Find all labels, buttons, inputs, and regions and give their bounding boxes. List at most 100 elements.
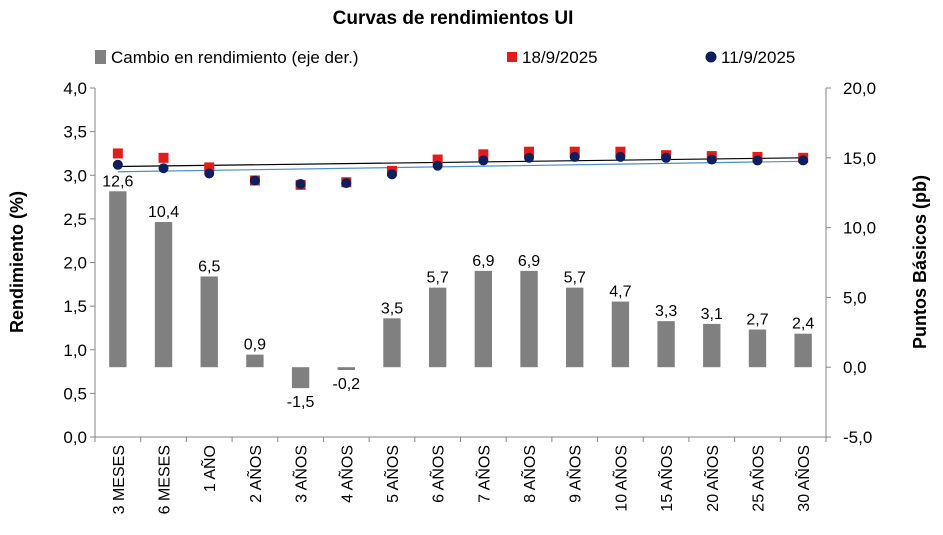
- marker-1-2: [158, 152, 169, 163]
- trend-lines: [117, 157, 804, 173]
- category-label: 2 AÑOS: [245, 445, 265, 503]
- bar-data-label: 4,7: [609, 284, 631, 301]
- category-label: 6 AÑOS: [428, 445, 448, 503]
- right-tick-label: 15,0: [843, 149, 876, 168]
- legend-series-1-label: 18/9/2025: [522, 48, 598, 67]
- bar-11: [566, 287, 584, 368]
- trend-line-1: [117, 157, 804, 168]
- trend-line-2: [117, 160, 804, 173]
- left-tick-label: 0,5: [63, 384, 87, 403]
- left-tick-label: 1,5: [63, 297, 87, 316]
- bar-series: [109, 191, 812, 389]
- marker-2-10: [524, 152, 535, 163]
- right-tick-label: 10,0: [843, 219, 876, 238]
- marker-2-9: [478, 155, 489, 166]
- category-label: 8 AÑOS: [519, 445, 539, 503]
- marker-1-11: [569, 146, 580, 157]
- bar-data-label: 3,3: [655, 303, 677, 320]
- right-tick-label: -5,0: [843, 428, 872, 447]
- bar-data-label: 2,7: [746, 312, 768, 329]
- bar-data-label: 6,9: [472, 253, 494, 270]
- category-label: 4 AÑOS: [336, 445, 356, 503]
- right-tick-label: 20,0: [843, 79, 876, 98]
- marker-2-1: [112, 159, 123, 170]
- marker-2-4: [249, 175, 260, 186]
- legend-square-marker: [507, 52, 517, 62]
- left-tick-label: 0,0: [63, 428, 87, 447]
- category-label: 6 MESES: [157, 445, 174, 514]
- marker-2-12: [615, 151, 626, 162]
- marker-2-15: [752, 155, 763, 166]
- bar-data-label: 6,9: [518, 253, 540, 270]
- category-label: 20 AÑOS: [702, 445, 722, 512]
- marker-2-5: [295, 178, 306, 189]
- marker-2-7: [386, 169, 397, 180]
- left-tick-label: 3,5: [63, 123, 87, 142]
- bar-data-label: 2,4: [792, 316, 814, 333]
- bar-3: [200, 276, 218, 368]
- left-tick-label: 2,5: [63, 210, 87, 229]
- bar-data-label: 5,7: [427, 270, 449, 287]
- bar-15: [748, 329, 767, 368]
- left-tick-label: 2,0: [63, 254, 87, 273]
- bar-data-label: -0,2: [332, 376, 360, 393]
- bar-data-label: 12,6: [102, 173, 133, 190]
- bar-data-label: 5,7: [564, 270, 586, 287]
- marker-1-8: [432, 154, 443, 165]
- marker-2-2: [158, 163, 169, 174]
- marker-1-1: [112, 148, 123, 159]
- x-axis-ticks: [94, 437, 827, 442]
- marker-2-13: [661, 152, 672, 163]
- chart-title: Curvas de rendimientos UI: [333, 8, 574, 29]
- right-axis-ticks: -5,0 0,0 5,0 10,0 15,0 20,0: [826, 79, 876, 447]
- bar-14: [703, 323, 721, 368]
- bar-8: [428, 287, 447, 368]
- marker-2-16: [798, 155, 809, 166]
- marker-1-9: [478, 149, 489, 160]
- bar-13: [657, 321, 675, 368]
- legend: Cambio en rendimiento (eje der.) 18/9/20…: [95, 48, 795, 67]
- bar-9: [474, 270, 493, 368]
- bar-1: [109, 191, 127, 368]
- left-axis-title: Rendimiento (%): [7, 191, 27, 333]
- marker-1-3: [204, 162, 215, 173]
- marker-2-11: [569, 151, 580, 162]
- category-label: 5 AÑOS: [382, 445, 402, 503]
- category-labels: 3 MESES 6 MESES 1 AÑO 2 AÑOS 3 AÑOS 4 AÑOS 5 A…: [111, 445, 813, 514]
- legend-bar-label: Cambio en rendimiento (eje der.): [111, 48, 359, 67]
- marker-2-6: [341, 178, 352, 189]
- right-axis-title: Puntos Básicos (pb): [910, 175, 930, 349]
- left-tick-label: 3,0: [63, 166, 87, 185]
- bar-6: [337, 367, 355, 370]
- marker-2-3: [204, 168, 215, 179]
- category-label: 25 AÑOS: [747, 445, 767, 512]
- category-label: 3 MESES: [111, 445, 128, 514]
- category-label: 10 AÑOS: [610, 445, 630, 512]
- bar-data-label: 6,5: [198, 258, 220, 275]
- bar-5: [291, 367, 310, 389]
- bar-data-label: 10,4: [148, 204, 179, 221]
- legend-series-2-label: 11/9/2025: [721, 48, 795, 67]
- legend-circle-marker: [705, 51, 717, 63]
- bar-data-label: -1,5: [287, 394, 315, 411]
- left-tick-label: 1,0: [63, 341, 87, 360]
- marker-1-10: [524, 146, 535, 157]
- scatter-series: [112, 146, 809, 190]
- bar-12: [611, 301, 630, 368]
- right-tick-label: 0,0: [843, 358, 867, 377]
- bar-data-label: 3,1: [701, 306, 723, 323]
- legend-bar-swatch: [95, 50, 106, 64]
- bar-data-label: 3,5: [381, 300, 403, 317]
- bar-10: [520, 270, 538, 368]
- category-label: 7 AÑOS: [473, 445, 493, 503]
- category-label: 30 AÑOS: [793, 445, 813, 512]
- right-tick-label: 5,0: [843, 288, 867, 307]
- category-label: 3 AÑOS: [291, 445, 311, 503]
- category-label: 1 AÑO: [199, 445, 219, 492]
- left-axis-ticks: 0,0 0,5 1,0 1,5 2,0 2,5 3,0 3,5 4,0: [63, 79, 95, 447]
- category-label: 15 AÑOS: [656, 445, 676, 512]
- bar-4: [246, 354, 264, 368]
- marker-2-8: [432, 160, 443, 171]
- bar-data-label: 0,9: [244, 337, 266, 354]
